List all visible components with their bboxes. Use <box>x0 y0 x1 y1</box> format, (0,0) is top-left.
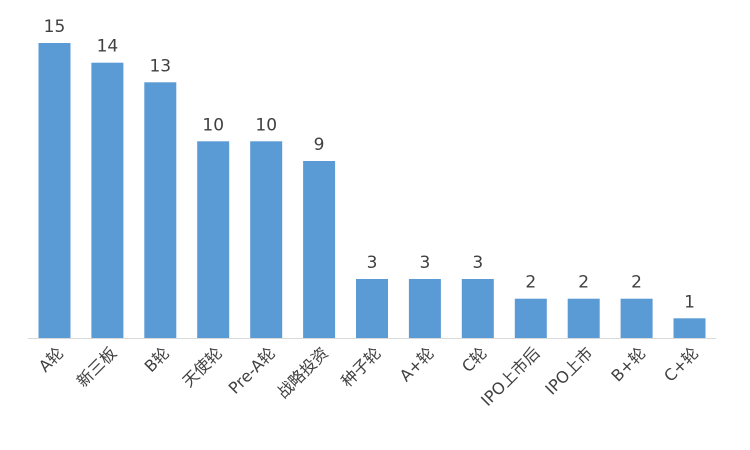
bar-5 <box>303 161 336 338</box>
category-label-7: A+轮 <box>396 343 438 385</box>
value-label-6: 3 <box>367 253 378 273</box>
value-labels-group: 15 14 13 10 10 9 3 3 3 2 2 2 1 <box>44 17 695 312</box>
bar-7 <box>408 279 441 338</box>
value-label-5: 9 <box>314 135 325 155</box>
category-label-4: Pre-A轮 <box>225 343 279 397</box>
category-label-5: 战略投资 <box>273 343 332 402</box>
category-label-3: 天使轮 <box>179 343 226 390</box>
bar-0 <box>38 43 71 338</box>
bar-6 <box>356 279 388 338</box>
value-label-12: 1 <box>684 292 695 312</box>
category-label-0: A轮 <box>35 343 67 375</box>
bar-4 <box>250 141 283 338</box>
value-label-1: 14 <box>97 37 119 57</box>
bar-12 <box>673 318 706 338</box>
value-label-4: 10 <box>255 115 277 135</box>
value-label-7: 3 <box>419 253 430 273</box>
bars-group <box>38 43 706 338</box>
category-label-1: 新三板 <box>73 343 120 390</box>
category-label-6: 种子轮 <box>337 343 384 390</box>
bar-10 <box>567 298 600 338</box>
bar-2 <box>144 82 177 338</box>
category-label-10: IPO上市 <box>541 343 596 398</box>
bar-3 <box>197 141 230 338</box>
value-label-10: 2 <box>578 273 589 293</box>
bar-8 <box>461 279 494 338</box>
bar-1 <box>91 62 124 338</box>
category-label-8: C轮 <box>458 343 491 376</box>
bar-9 <box>514 298 547 338</box>
bar-11 <box>620 298 653 338</box>
value-label-9: 2 <box>525 273 536 293</box>
value-label-0: 15 <box>44 17 66 37</box>
value-label-11: 2 <box>631 273 642 293</box>
value-label-2: 13 <box>149 56 171 76</box>
value-label-8: 3 <box>472 253 483 273</box>
category-label-2: B轮 <box>141 343 174 376</box>
category-label-12: C+轮 <box>660 343 702 385</box>
value-label-3: 10 <box>202 115 224 135</box>
category-label-11: B+轮 <box>607 343 649 385</box>
